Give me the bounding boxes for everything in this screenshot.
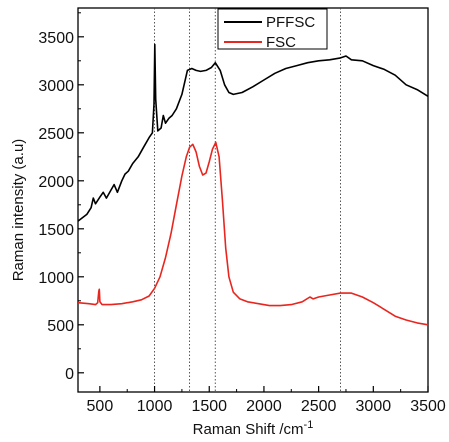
x-axis: 500 1000 1500 2000 2500 3000 3500 (87, 386, 446, 415)
x-tick-label-3500: 3500 (410, 398, 446, 415)
legend-label-fsc: FSC (266, 34, 296, 51)
x-axis-title: Raman Shift /cm-1 (193, 419, 314, 438)
y-tick-label-2500: 2500 (38, 126, 74, 143)
x-tick-label-500: 500 (87, 398, 114, 415)
x-tick-label-3000: 3000 (356, 398, 392, 415)
legend: PFFSC FSC (217, 8, 328, 51)
legend-label-pffsc: PFFSC (266, 14, 315, 31)
y-tick-label-3500: 3500 (38, 30, 74, 47)
y-tick-label-3000: 3000 (38, 78, 74, 95)
x-tick-label-2000: 2000 (246, 398, 282, 415)
plot-area (77, 7, 429, 393)
y-tick-label-1500: 1500 (38, 222, 74, 239)
x-tick-label-1000: 1000 (137, 398, 173, 415)
x-axis-title-text: Raman Shift /cm (193, 421, 304, 438)
series-layer (77, 43, 429, 326)
y-tick-label-2000: 2000 (38, 174, 74, 191)
series-line-pffsc (77, 43, 429, 222)
y-tick-label-500: 500 (47, 318, 74, 335)
x-tick-label-2500: 2500 (301, 398, 337, 415)
x-axis-title-superscript: -1 (304, 419, 314, 431)
y-axis-title: Raman intensity (a.u) (10, 139, 27, 282)
y-axis: 0 500 1000 1500 2000 2500 3000 3500 (38, 12, 84, 383)
x-tick-label-1500: 1500 (191, 398, 227, 415)
y-tick-label-1000: 1000 (38, 270, 74, 287)
series-line-fsc (77, 141, 429, 326)
y-tick-label-0: 0 (65, 366, 74, 383)
